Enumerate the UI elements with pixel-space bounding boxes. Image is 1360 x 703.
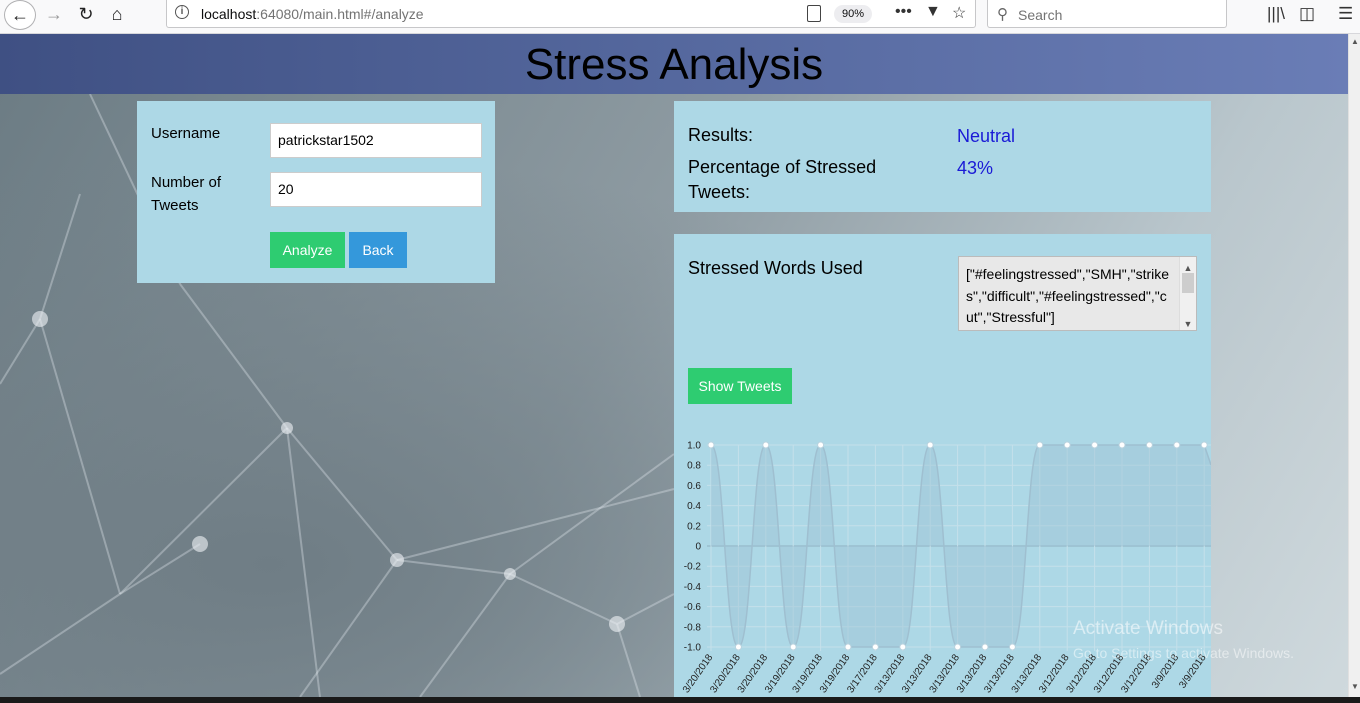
chart-point[interactable] — [707, 441, 715, 449]
back-arrow-icon[interactable]: ← — [4, 0, 36, 30]
y-tick-label: -0.4 — [684, 582, 702, 593]
y-tick-label: -0.6 — [684, 602, 702, 613]
chart-point[interactable] — [1118, 441, 1126, 449]
menu-icon[interactable]: ☰ — [1338, 4, 1354, 23]
forward-arrow-icon[interactable]: → — [45, 3, 63, 24]
pocket-icon[interactable]: ▼ — [925, 3, 941, 20]
page-scroll-down-icon[interactable]: ▼ — [1351, 682, 1359, 691]
y-tick-label: 0.6 — [687, 481, 701, 492]
scroll-down-icon[interactable]: ▼ — [1183, 319, 1193, 329]
show-tweets-button[interactable]: Show Tweets — [688, 368, 792, 404]
chart-point[interactable] — [1008, 643, 1016, 651]
taskbar-edge — [0, 697, 1360, 703]
chart-point[interactable] — [871, 643, 879, 651]
y-tick-label: 0 — [695, 542, 701, 553]
chart-point[interactable] — [1200, 441, 1208, 449]
stressed-words-panel: Stressed Words Used ["#feelingstressed",… — [674, 234, 1211, 697]
background-network-image — [0, 93, 675, 697]
chart-point[interactable] — [926, 441, 934, 449]
results-panel: Results: Neutral Percentage of Stressed … — [674, 101, 1211, 212]
reload-icon[interactable]: ↻ — [78, 3, 94, 24]
percent-label: Percentage of Stressed Tweets: — [688, 157, 877, 202]
page-title: Stress Analysis — [524, 40, 824, 89]
textarea-scrollbar[interactable]: ▲ ▼ — [1179, 257, 1196, 330]
y-tick-label: -0.8 — [684, 622, 702, 633]
y-tick-label: -1.0 — [684, 643, 702, 654]
chart-point[interactable] — [1145, 441, 1153, 449]
username-input[interactable]: patrickstar1502 — [270, 123, 482, 158]
chart-point[interactable] — [1036, 441, 1044, 449]
search-icon: ⚲ — [997, 6, 1008, 23]
chart-point[interactable] — [1173, 441, 1181, 449]
library-icon[interactable]: |||\ — [1267, 4, 1285, 23]
chart-point[interactable] — [899, 643, 907, 651]
activate-windows-subtitle: Go to Settings to activate Windows. — [1073, 645, 1294, 661]
browser-toolbar: ← → ↻ ⌂ i localhost:64080/main.html#/ana… — [0, 0, 1360, 34]
url-bar[interactable]: i localhost:64080/main.html#/analyze 90%… — [166, 0, 976, 28]
chart-point[interactable] — [817, 441, 825, 449]
tweets-count-label: Number of Tweets — [151, 174, 222, 214]
page-scrollbar[interactable]: ▲ ▼ — [1348, 34, 1360, 697]
y-tick-label: 0.8 — [687, 461, 701, 472]
chart-point[interactable] — [1091, 441, 1099, 449]
url-text[interactable]: localhost:64080/main.html#/analyze — [201, 6, 424, 22]
chart-point[interactable] — [734, 643, 742, 651]
sidebar-icon[interactable]: ◫ — [1299, 4, 1316, 23]
chart-point[interactable] — [1063, 441, 1071, 449]
results-label: Results: — [688, 125, 754, 145]
back-button[interactable]: Back — [349, 232, 407, 268]
tweets-count-input[interactable]: 20 — [270, 172, 482, 207]
page-header: Stress Analysis — [0, 34, 1348, 94]
bookmark-star-icon[interactable]: ☆ — [952, 5, 967, 22]
y-tick-label: 0.2 — [687, 521, 701, 532]
reader-view-icon[interactable] — [807, 5, 821, 22]
zoom-level[interactable]: 90% — [834, 5, 872, 23]
chart-point[interactable] — [762, 441, 770, 449]
y-tick-label: -0.2 — [684, 562, 702, 573]
chart-point[interactable] — [789, 643, 797, 651]
analyze-button[interactable]: Analyze — [270, 232, 345, 268]
scroll-thumb[interactable] — [1182, 273, 1194, 293]
percent-value: 43% — [957, 158, 994, 178]
search-bar[interactable]: ⚲ Search — [987, 0, 1227, 28]
stressed-words-textarea[interactable]: ["#feelingstressed","SMH","strikes","dif… — [958, 256, 1197, 331]
search-placeholder: Search — [1018, 7, 1063, 23]
y-tick-label: 0.4 — [687, 501, 701, 512]
page-content: Stress Analysis Username patrickstar1502… — [0, 34, 1348, 697]
chart-point[interactable] — [954, 643, 962, 651]
scroll-up-icon[interactable]: ▲ — [1183, 263, 1193, 273]
chart-point[interactable] — [844, 643, 852, 651]
analysis-form-panel: Username patrickstar1502 Number of Tweet… — [137, 101, 495, 283]
activate-windows-title: Activate Windows — [1073, 618, 1223, 639]
stressed-words-label: Stressed Words Used — [688, 258, 863, 278]
info-icon[interactable]: i — [175, 5, 189, 19]
chart-area-fill — [711, 445, 1211, 647]
stress-line-chart: 1.00.80.60.40.20-0.2-0.4-0.6-0.8-1.0 3/2… — [681, 441, 1211, 695]
username-label: Username — [151, 125, 221, 142]
more-actions-icon[interactable]: ••• — [895, 3, 912, 20]
results-value: Neutral — [957, 126, 1016, 146]
page-scroll-up-icon[interactable]: ▲ — [1351, 37, 1359, 46]
stressed-words-text: ["#feelingstressed","SMH","strikes","dif… — [966, 266, 1170, 325]
home-icon[interactable]: ⌂ — [111, 3, 123, 24]
chart-point[interactable] — [981, 643, 989, 651]
y-tick-label: 1.0 — [687, 441, 701, 452]
